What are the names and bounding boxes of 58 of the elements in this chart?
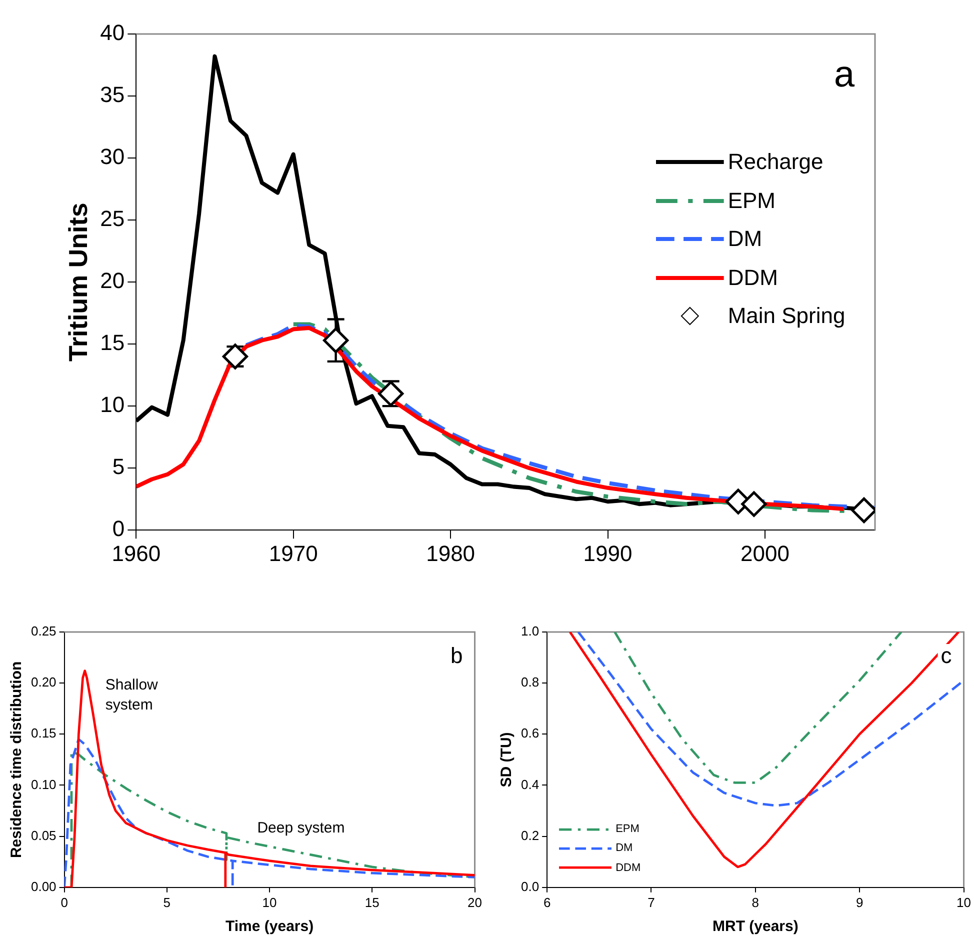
legend-label: DM bbox=[728, 226, 762, 252]
point bbox=[741, 491, 767, 517]
y-tick-label: 0 bbox=[112, 516, 125, 542]
point bbox=[322, 328, 349, 354]
y-axis-title: Residence time distribution bbox=[8, 661, 26, 858]
y-tick-label: 35 bbox=[100, 82, 125, 108]
y-tick-label: 40 bbox=[100, 20, 125, 46]
y-tick-label: 0.15 bbox=[30, 726, 56, 741]
x-tick-label: 1960 bbox=[112, 540, 161, 566]
y-tick-label: 0.05 bbox=[30, 828, 56, 843]
x-tick-label: 9 bbox=[856, 894, 864, 910]
x-tick-label: 1990 bbox=[583, 540, 632, 566]
y-tick-label: 1.0 bbox=[520, 624, 540, 639]
legend-label: DDM bbox=[616, 862, 641, 874]
legend-label: Main Spring bbox=[728, 303, 846, 330]
x-axis-title: MRT (years) bbox=[712, 918, 798, 936]
legend-label: DM bbox=[616, 842, 633, 854]
y-tick-label: 15 bbox=[100, 330, 125, 356]
x-tick-label: 2000 bbox=[740, 540, 790, 566]
x-tick-label: 8 bbox=[752, 894, 760, 910]
y-tick-label: 0.6 bbox=[520, 726, 540, 741]
x-tick-label: 10 bbox=[262, 894, 277, 910]
annotation: Deep system bbox=[257, 820, 345, 837]
line-series bbox=[614, 632, 902, 784]
y-tick-label: 10 bbox=[100, 392, 125, 418]
legend-label: Recharge bbox=[728, 149, 824, 176]
x-tick-label: 20 bbox=[468, 894, 482, 910]
x-tick-label: 7 bbox=[648, 894, 655, 910]
legend-label: DDM bbox=[728, 264, 778, 291]
annotation: b bbox=[450, 643, 463, 668]
x-tick-label: 1980 bbox=[426, 540, 476, 566]
y-tick-label: 20 bbox=[100, 268, 125, 294]
x-tick-label: 15 bbox=[364, 894, 380, 910]
y-axis-title: Tritium Units bbox=[62, 202, 93, 362]
y-tick-label: 0.2 bbox=[520, 828, 540, 843]
y-tick-label: 0.8 bbox=[520, 674, 540, 690]
legend-label: EPM bbox=[616, 823, 640, 836]
x-tick-label: 1970 bbox=[268, 540, 318, 566]
y-tick-label: 0.4 bbox=[520, 776, 540, 792]
x-tick-label: 5 bbox=[163, 894, 171, 910]
y-tick-label: 0.10 bbox=[30, 776, 56, 792]
y-tick-label: 0.0 bbox=[520, 878, 540, 894]
y-tick-label: 0.00 bbox=[30, 878, 56, 894]
y-tick-label: 30 bbox=[100, 144, 125, 170]
y-tick-label: 5 bbox=[112, 454, 125, 480]
y-tick-label: 0.25 bbox=[30, 624, 56, 639]
x-axis-title: Time (years) bbox=[225, 918, 314, 936]
x-tick-label: 0 bbox=[60, 894, 68, 910]
line-series bbox=[577, 632, 964, 807]
x-tick-label: 6 bbox=[543, 894, 551, 910]
annotation: Shallow system bbox=[105, 676, 158, 714]
annotation: a bbox=[834, 54, 856, 95]
annotation: c bbox=[940, 643, 952, 668]
y-axis-title: SD (TU) bbox=[498, 732, 516, 788]
y-tick-label: 25 bbox=[100, 206, 125, 232]
legend-label: EPM bbox=[728, 188, 776, 214]
x-tick-label: 10 bbox=[956, 894, 972, 910]
y-tick-label: 0.20 bbox=[30, 674, 56, 690]
